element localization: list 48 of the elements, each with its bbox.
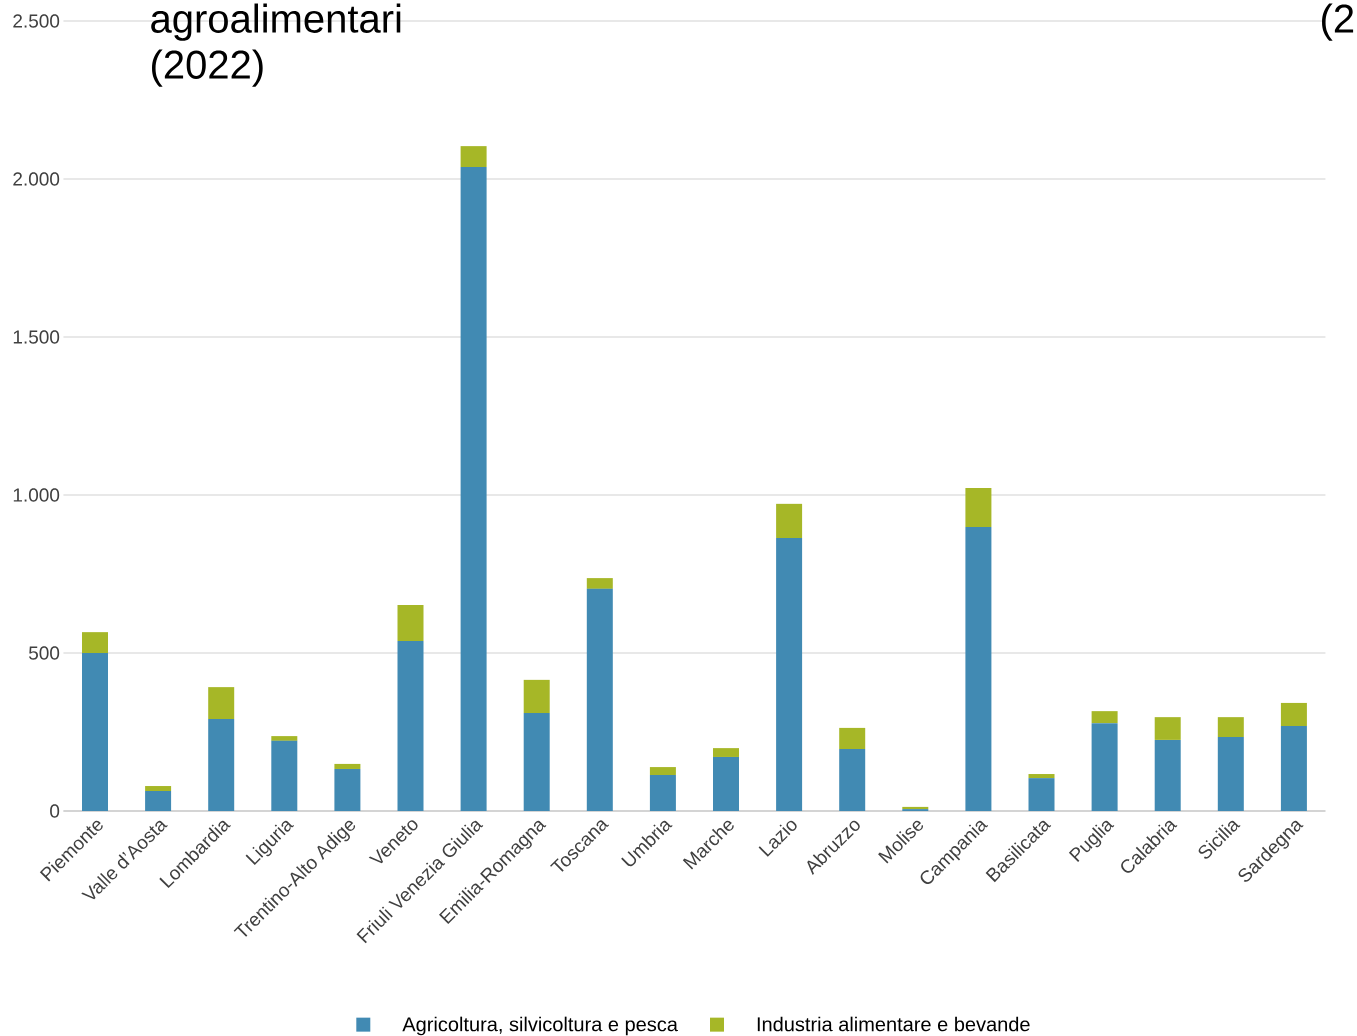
bar <box>523 713 550 811</box>
chart-title: agroalimentari (2022) <box>151 3 401 87</box>
bar <box>460 146 487 167</box>
bar <box>649 774 676 811</box>
bar <box>145 791 172 811</box>
bar <box>1154 739 1181 811</box>
bar <box>776 503 803 538</box>
bar <box>586 588 613 811</box>
bar <box>397 604 424 641</box>
bar <box>1280 702 1307 726</box>
bar <box>460 166 487 811</box>
y-tick-label: 500 <box>28 646 60 660</box>
bar <box>208 719 235 811</box>
bar <box>1028 774 1055 779</box>
y-tick-label: 2.500 <box>13 14 60 28</box>
y-tick-label: 1.500 <box>13 330 60 344</box>
bar <box>649 767 676 775</box>
bar <box>713 756 740 811</box>
bar <box>82 653 108 811</box>
bar <box>713 748 740 757</box>
bar <box>1217 737 1244 811</box>
bar <box>1091 723 1118 811</box>
bar <box>271 740 298 811</box>
y-tick-label: 1.000 <box>13 488 60 502</box>
bar <box>523 679 550 714</box>
bar <box>271 736 298 741</box>
bar <box>1091 711 1118 724</box>
bar <box>334 763 361 769</box>
bar <box>1028 778 1055 811</box>
bar <box>145 786 172 792</box>
annotation: (2 <box>1322 3 1354 41</box>
bar <box>334 768 361 811</box>
y-tick-label: 2.000 <box>13 172 60 186</box>
legend-label: Agricoltura, silvicoltura e pesca <box>402 1016 678 1036</box>
bar <box>965 488 992 527</box>
y-tick-label: 0 <box>50 804 60 818</box>
bar <box>965 526 992 811</box>
bar <box>839 727 866 750</box>
bar <box>586 578 613 589</box>
bar <box>776 537 803 811</box>
bar <box>208 687 235 720</box>
bar <box>82 632 108 653</box>
bar <box>1154 717 1181 740</box>
bar <box>397 640 424 811</box>
legend-label: Industria alimentare e bevande <box>757 1016 1030 1032</box>
bar <box>1217 717 1244 738</box>
bar <box>1280 725 1307 811</box>
bar <box>839 749 866 811</box>
